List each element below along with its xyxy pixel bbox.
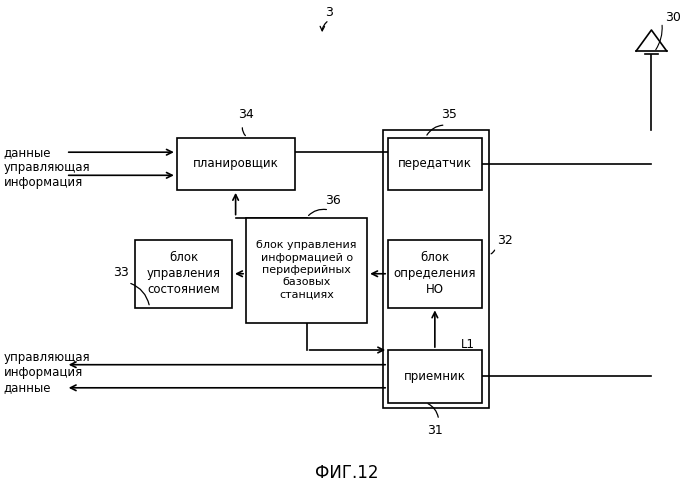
Text: блок управления
информацией о
периферийных
базовых
станциях: блок управления информацией о периферийн… [256,240,357,300]
Text: планировщик: планировщик [193,157,279,170]
FancyBboxPatch shape [246,218,367,322]
FancyBboxPatch shape [135,240,232,308]
Text: 34: 34 [238,108,254,122]
Text: блок
управления
состоянием: блок управления состоянием [147,251,220,296]
Text: управляющая
информация: управляющая информация [3,350,90,378]
Text: 35: 35 [441,108,457,122]
FancyBboxPatch shape [177,138,295,190]
FancyBboxPatch shape [388,240,482,308]
Text: управляющая
информация: управляющая информация [3,162,90,190]
FancyBboxPatch shape [388,138,482,190]
Text: блок
определения
НО: блок определения НО [394,251,476,296]
FancyBboxPatch shape [388,350,482,403]
Text: данные: данные [3,382,51,394]
Text: 32: 32 [498,234,514,246]
Text: приемник: приемник [404,370,466,383]
Text: L1: L1 [461,338,475,351]
Text: 31: 31 [428,424,443,436]
Text: данные: данные [3,146,51,158]
Text: 36: 36 [325,194,340,206]
Text: передатчик: передатчик [398,157,472,170]
Text: 3: 3 [325,6,333,19]
Text: 30: 30 [665,11,681,24]
Text: ФИГ.12: ФИГ.12 [315,464,378,481]
Text: 33: 33 [114,266,129,279]
